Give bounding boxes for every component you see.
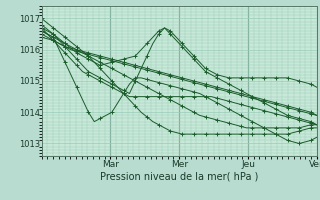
- X-axis label: Pression niveau de la mer( hPa ): Pression niveau de la mer( hPa ): [100, 172, 258, 182]
